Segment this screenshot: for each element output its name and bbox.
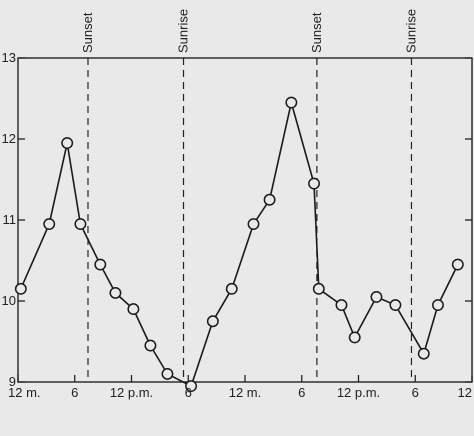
axes [17, 57, 473, 383]
data-point [161, 367, 174, 380]
x-tick-label: 6 [298, 385, 305, 400]
data-point [432, 299, 444, 311]
data-point [312, 282, 325, 295]
series [14, 96, 464, 392]
data-point [285, 96, 298, 109]
data-point [370, 291, 383, 303]
event-label: Sunrise [176, 9, 191, 53]
plot-frame [17, 57, 473, 383]
data-point [61, 137, 74, 150]
data-point [206, 315, 219, 328]
y-tick-label: 10 [2, 293, 16, 308]
data-point [389, 299, 402, 311]
x-tick-label: 6 [185, 385, 192, 400]
y-tick-label: 13 [2, 50, 16, 65]
y-tick-label: 9 [9, 374, 16, 389]
data-point [127, 303, 140, 316]
y-tick-label: 12 [2, 131, 16, 146]
event-label: Sunset [80, 12, 95, 53]
series-line [20, 101, 459, 387]
data-point [451, 258, 464, 271]
data-point [263, 193, 276, 206]
x-tick-label: 6 [71, 385, 78, 400]
data-point [308, 177, 320, 190]
data-point [185, 380, 198, 392]
event-markers: Sunset Sunrise Sunset Sunrise [80, 9, 418, 382]
event-label: Sunrise [403, 9, 418, 53]
x-tick-label: 12 p.m. [110, 385, 153, 400]
data-point [144, 339, 157, 352]
event-label: Sunset [309, 12, 324, 53]
tick-labels: 9 10 11 12 13 12 m. 6 12 p.m. 6 12 m. 6 12 p.m. 6 12 [2, 50, 472, 400]
data-point [225, 282, 238, 295]
y-tick-label: 11 [3, 212, 17, 227]
x-tick-label: 12 m. [229, 385, 262, 400]
data-point [247, 218, 260, 231]
data-point [335, 299, 348, 311]
data-point [417, 347, 430, 360]
data-point [94, 258, 107, 271]
data-point [14, 282, 27, 295]
x-tick-label: 12 m. [8, 385, 41, 400]
x-tick-label: 12 p.m. [337, 385, 380, 400]
data-point [109, 286, 122, 299]
x-tick-label: 12 [458, 385, 472, 400]
data-point [43, 218, 56, 231]
data-point [348, 331, 361, 344]
x-tick-label: 6 [412, 385, 419, 400]
data-point [74, 218, 87, 231]
